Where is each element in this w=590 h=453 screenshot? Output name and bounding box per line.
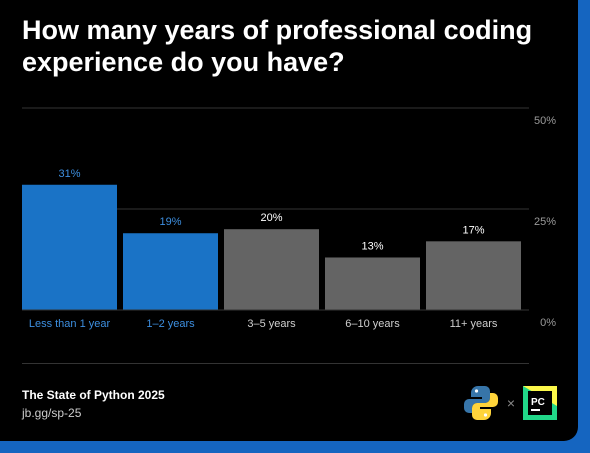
pycharm-logo-text: PC — [531, 397, 545, 408]
bar — [224, 229, 319, 310]
python-logo-icon — [464, 386, 498, 420]
y-tick-label: 50% — [534, 115, 556, 127]
y-tick-label: 25% — [534, 216, 556, 228]
bar — [325, 257, 420, 310]
data-label: 20% — [260, 212, 282, 224]
x-tick-label: Less than 1 year — [29, 318, 111, 330]
bar-chart: 0% 25% 50% 31% Less than 1 year 19% 1–2 years 2… — [22, 107, 556, 330]
bar — [426, 241, 521, 310]
chart-title: How many years of professional coding ex… — [22, 15, 533, 77]
x-tick-label: 3–5 years — [247, 318, 296, 330]
logo-separator: × — [507, 395, 515, 411]
x-tick-label: 6–10 years — [345, 318, 400, 330]
data-label: 31% — [58, 168, 80, 180]
bar — [22, 184, 117, 310]
footer-divider — [22, 363, 529, 364]
logos: × PC — [464, 386, 557, 420]
x-tick-label: 1–2 years — [146, 318, 195, 330]
source-link[interactable]: jb.gg/sp-25 — [22, 406, 82, 420]
data-label: 17% — [462, 224, 484, 236]
y-tick-label: 0% — [540, 317, 556, 329]
pycharm-logo-icon: PC — [523, 386, 557, 420]
bar — [123, 233, 218, 310]
source-text: The State of Python 2025 — [22, 388, 165, 402]
data-label: 13% — [361, 240, 383, 252]
chart-card: How many years of professional coding ex… — [0, 0, 578, 441]
data-label: 19% — [159, 216, 181, 228]
x-tick-label: 11+ years — [450, 318, 498, 330]
